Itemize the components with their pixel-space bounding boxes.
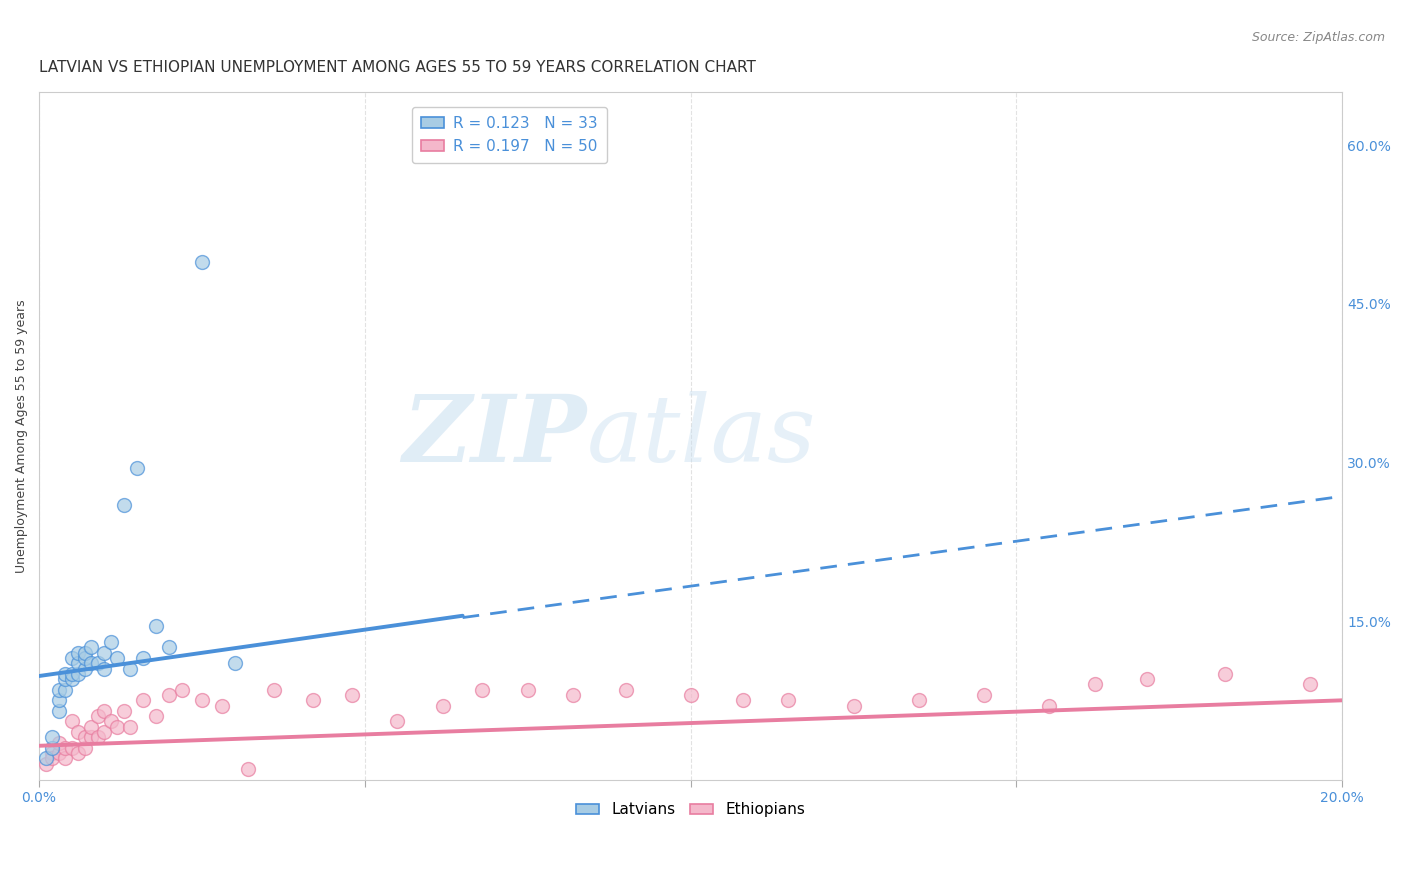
Point: [112, 704, 135, 718]
Point: [1136, 672, 1159, 686]
Y-axis label: Unemployment Among Ages 55 to 59 years: Unemployment Among Ages 55 to 59 years: [15, 299, 28, 573]
Point: [340, 688, 363, 702]
Point: [1213, 666, 1236, 681]
Point: [87, 709, 110, 723]
Point: [53, 740, 76, 755]
Point: [67, 646, 90, 660]
Point: [211, 698, 233, 713]
Point: [48, 736, 70, 750]
Point: [172, 682, 194, 697]
Point: [60, 666, 83, 681]
Point: [516, 682, 538, 697]
Point: [93, 725, 115, 739]
Point: [159, 640, 181, 655]
Point: [679, 688, 702, 702]
Point: [41, 731, 63, 745]
Point: [132, 651, 155, 665]
Point: [48, 704, 70, 718]
Point: [100, 714, 122, 729]
Point: [41, 740, 63, 755]
Point: [1298, 677, 1320, 691]
Point: [80, 731, 103, 745]
Point: [191, 693, 214, 707]
Point: [112, 498, 135, 512]
Point: [60, 740, 83, 755]
Point: [73, 646, 96, 660]
Text: atlas: atlas: [586, 391, 815, 481]
Point: [105, 720, 128, 734]
Point: [471, 682, 494, 697]
Point: [93, 662, 115, 676]
Point: [263, 682, 285, 697]
Point: [93, 704, 115, 718]
Point: [87, 731, 110, 745]
Point: [48, 693, 70, 707]
Point: [73, 740, 96, 755]
Point: [191, 254, 214, 268]
Point: [93, 646, 115, 660]
Point: [145, 709, 167, 723]
Point: [60, 651, 83, 665]
Point: [48, 682, 70, 697]
Point: [731, 693, 754, 707]
Point: [125, 460, 148, 475]
Point: [387, 714, 409, 729]
Point: [145, 619, 167, 633]
Point: [53, 682, 76, 697]
Point: [80, 657, 103, 671]
Point: [1038, 698, 1060, 713]
Point: [120, 720, 142, 734]
Point: [973, 688, 995, 702]
Point: [842, 698, 865, 713]
Point: [87, 657, 110, 671]
Point: [562, 688, 585, 702]
Point: [100, 635, 122, 649]
Point: [60, 672, 83, 686]
Point: [73, 731, 96, 745]
Point: [34, 751, 56, 765]
Point: [53, 751, 76, 765]
Point: [120, 662, 142, 676]
Point: [1084, 677, 1107, 691]
Point: [41, 751, 63, 765]
Point: [301, 693, 323, 707]
Point: [73, 651, 96, 665]
Point: [67, 746, 90, 760]
Point: [41, 746, 63, 760]
Point: [34, 756, 56, 771]
Point: [159, 688, 181, 702]
Text: LATVIAN VS ETHIOPIAN UNEMPLOYMENT AMONG AGES 55 TO 59 YEARS CORRELATION CHART: LATVIAN VS ETHIOPIAN UNEMPLOYMENT AMONG …: [39, 60, 756, 75]
Point: [432, 698, 454, 713]
Point: [80, 640, 103, 655]
Point: [67, 725, 90, 739]
Point: [614, 682, 637, 697]
Point: [53, 672, 76, 686]
Point: [60, 714, 83, 729]
Point: [80, 720, 103, 734]
Point: [105, 651, 128, 665]
Text: Source: ZipAtlas.com: Source: ZipAtlas.com: [1251, 31, 1385, 45]
Point: [67, 666, 90, 681]
Point: [48, 746, 70, 760]
Point: [67, 657, 90, 671]
Point: [907, 693, 929, 707]
Legend: Latvians, Ethiopians: Latvians, Ethiopians: [569, 797, 811, 823]
Point: [778, 693, 800, 707]
Point: [53, 666, 76, 681]
Point: [132, 693, 155, 707]
Text: ZIP: ZIP: [402, 391, 586, 481]
Point: [224, 657, 246, 671]
Point: [236, 762, 259, 776]
Point: [73, 662, 96, 676]
